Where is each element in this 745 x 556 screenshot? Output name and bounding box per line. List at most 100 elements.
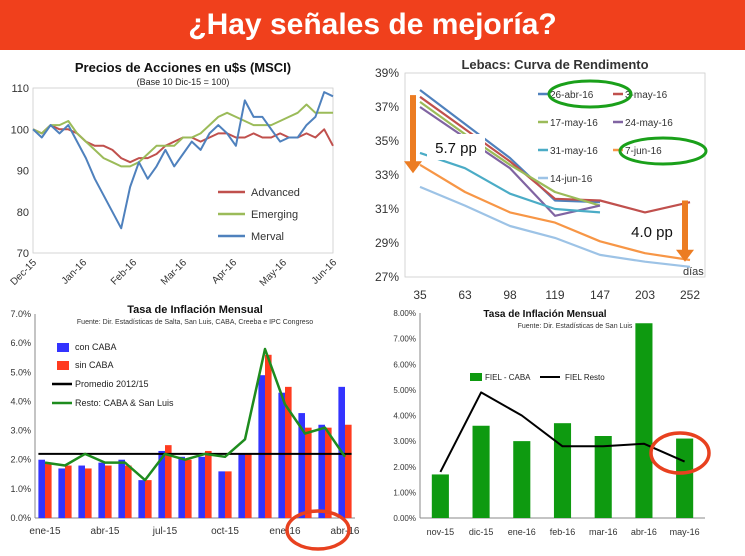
y-tick-label: 3.00% [393, 437, 416, 446]
y-tick-label: 3.0% [10, 426, 31, 436]
bar-con-caba [258, 375, 265, 518]
bar-sin-caba [285, 386, 292, 518]
highlight-ellipse-legend-5 [618, 136, 708, 166]
lebacs-yield-curve-chart: Lebacs: Curva de Rendimento 27% 29% 31% 33% 3… [375, 57, 708, 302]
x-tick-label: oct-15 [211, 526, 239, 537]
bar-con-caba [298, 413, 305, 518]
legend-label: sin CABA [75, 360, 114, 370]
y-tick-label: 0.0% [10, 513, 31, 523]
y-tick-label: 29% [375, 236, 399, 250]
legend-swatch-0 [470, 373, 482, 381]
x-tick-label: feb-16 [550, 527, 576, 537]
x-tick-label: ene-16 [269, 526, 301, 537]
y-tick-label: 7.0% [10, 309, 31, 319]
series-line-1 [32, 103, 333, 168]
bar-fiel-caba [635, 323, 653, 518]
bar-sin-caba [245, 453, 252, 518]
bar-sin-caba [45, 462, 52, 518]
bar-con-caba [118, 459, 125, 518]
x-tick-label: Dec-15 [9, 257, 40, 288]
y-tick-label: 37% [375, 100, 399, 114]
bar-sin-caba [345, 424, 352, 518]
x-tick-label: ene-16 [508, 527, 536, 537]
y-tick-label: 4.0% [10, 396, 31, 406]
bar-sin-caba [125, 465, 132, 518]
y-tick-label: 35% [375, 134, 399, 148]
x-tick-label: nov-15 [427, 527, 455, 537]
y-tick-label: 6.00% [393, 360, 416, 369]
annotation-box-right [623, 218, 681, 244]
y-tick-label: 5.00% [393, 386, 416, 395]
highlight-ellipse [285, 509, 351, 551]
series-line-5 [419, 163, 691, 262]
bar-con-caba [318, 424, 325, 518]
chart-title: Tasa de Inflación Mensual [127, 304, 263, 316]
line-fiel-resto [439, 391, 686, 473]
y-tick-label: 27% [375, 270, 399, 284]
x-tick-label: 119 [545, 288, 564, 302]
banner-title: ¿Hay señales de mejoría? [188, 8, 557, 41]
y-tick-label: 1.00% [393, 488, 416, 497]
inflation-chart-right: Tasa de Inflación Mensual Fuente: Dir. Es… [393, 309, 711, 537]
annotation-box-left [427, 134, 485, 160]
series-line-2 [32, 91, 334, 230]
x-tick-label: 203 [635, 288, 655, 302]
highlight-ellipse [649, 431, 711, 475]
bar-con-caba [138, 480, 145, 518]
chart-title: Lebacs: Curva de Rendimento [461, 57, 648, 72]
legend-label: Resto: CABA & San Luis [75, 398, 174, 408]
y-tick-label: 4.00% [393, 412, 416, 421]
legend-label: 24-may-16 [625, 118, 673, 129]
bar-fiel-caba [594, 436, 612, 518]
title-banner: ¿Hay señales de mejoría? [0, 0, 745, 50]
legend-label: con CABA [75, 342, 117, 352]
y-tick-label: 2.00% [393, 463, 416, 472]
bar-con-caba [98, 462, 105, 518]
x-tick-label: abr-15 [91, 526, 120, 537]
series-line-2 [419, 101, 601, 207]
bar-sin-caba [105, 465, 112, 518]
x-tick-label: Jun-16 [310, 257, 340, 287]
x-tick-label: Jan-16 [60, 257, 90, 287]
legend-label: 14-jun-16 [550, 174, 593, 185]
bar-con-caba [198, 456, 205, 518]
y-tick-label: 110 [11, 83, 29, 95]
bar-sin-caba [65, 465, 72, 518]
x-tick-label: Mar-16 [159, 257, 189, 287]
bar-sin-caba [85, 468, 92, 518]
annotation-spread-right: 4.0 pp [631, 224, 673, 241]
bar-fiel-caba [553, 423, 572, 518]
bar-sin-caba [205, 450, 212, 518]
legend-label: 26-abr-16 [550, 90, 594, 101]
y-tick-label: 39% [375, 66, 399, 80]
series-line-4 [419, 151, 601, 214]
legend-label: Emerging [251, 209, 298, 221]
legend-label: 31-may-16 [550, 146, 598, 157]
series-line-0 [419, 89, 601, 204]
legend-swatch-1 [57, 361, 69, 370]
bar-sin-caba [185, 459, 192, 518]
bar-sin-caba [225, 471, 232, 518]
y-tick-label: 90 [17, 166, 29, 178]
x-tick-label: Feb-16 [109, 257, 139, 287]
stock-prices-chart: Precios de Acciones en u$s (MSCI) (Base 1… [9, 60, 340, 289]
x-tick-label: 98 [503, 288, 517, 302]
x-tick-label: Apr-16 [210, 257, 239, 286]
series-line-3 [419, 106, 601, 217]
spread-arrow-right [682, 200, 688, 252]
bar-con-caba [218, 471, 225, 518]
spread-arrow-left-head [404, 161, 422, 174]
bar-con-caba [178, 456, 185, 518]
bar-con-caba [278, 392, 285, 518]
x-tick-label: may-16 [670, 527, 700, 537]
y-tick-label: 80 [17, 207, 29, 219]
chart-title: Precios de Acciones en u$s (MSCI) [75, 60, 291, 75]
legend-label: 3-may-16 [625, 90, 668, 101]
bar-sin-caba [325, 427, 332, 518]
y-tick-label: 5.0% [10, 367, 31, 377]
x-tick-label: abr-16 [331, 526, 360, 537]
bar-con-caba [38, 459, 45, 518]
bar-sin-caba [165, 445, 172, 518]
y-tick-label: 6.0% [10, 338, 31, 348]
series-line-6 [419, 185, 691, 268]
